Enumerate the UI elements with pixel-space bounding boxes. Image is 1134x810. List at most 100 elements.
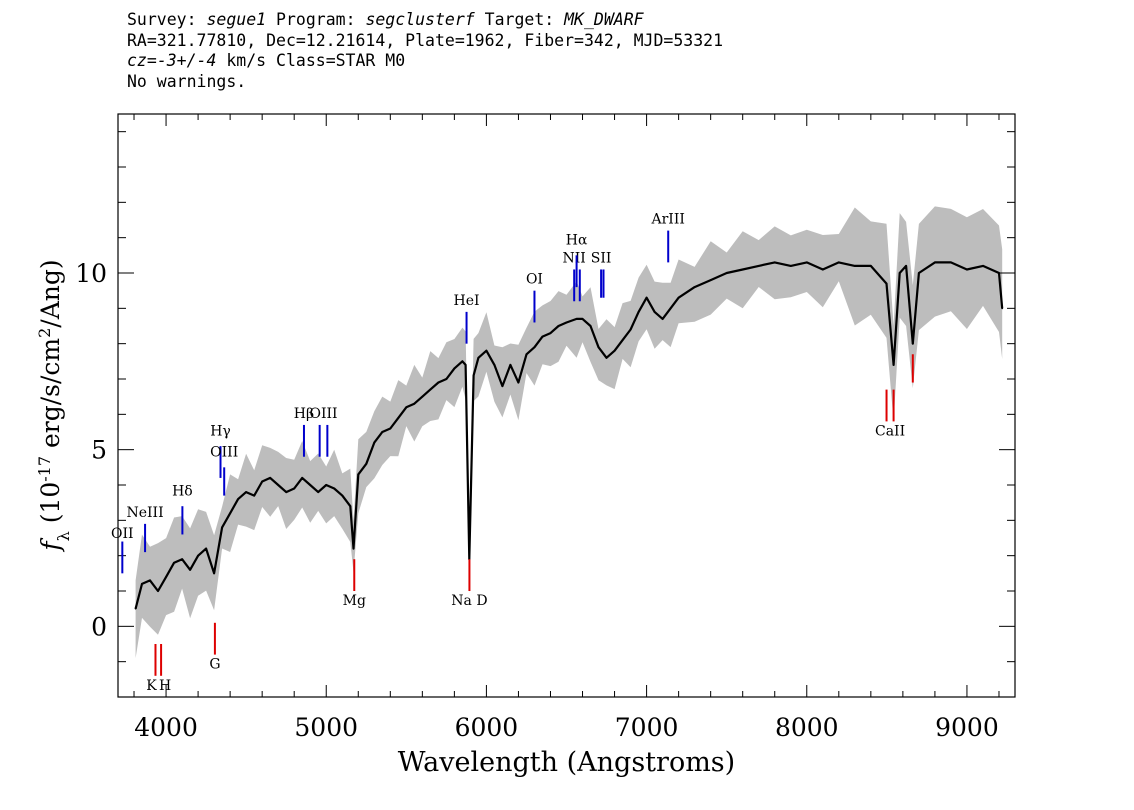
program-label: Program: xyxy=(266,10,366,29)
flux-point xyxy=(597,346,600,349)
line-label: OII xyxy=(111,526,134,542)
flux-point xyxy=(149,579,151,582)
flux-point xyxy=(221,526,224,529)
survey-label: Survey: xyxy=(127,10,207,29)
flux-point xyxy=(501,385,504,387)
flux-point xyxy=(134,607,137,610)
flux-point xyxy=(352,547,355,550)
flux-point xyxy=(349,505,352,508)
flux-point xyxy=(341,494,344,497)
line-label: HeI xyxy=(454,293,480,309)
x-tick-label: 9000 xyxy=(935,713,999,742)
x-tick-label: 5000 xyxy=(294,713,358,742)
flux-point xyxy=(229,512,232,515)
line-label: Hγ xyxy=(210,424,231,440)
cz-label: cz= xyxy=(127,51,157,70)
flux-point xyxy=(898,272,901,274)
target-value: MK_DWARF xyxy=(564,10,644,29)
flux-point xyxy=(333,487,336,490)
line-label: CaII xyxy=(875,424,905,440)
flux-point xyxy=(725,272,728,274)
line-label: ArIII xyxy=(651,212,685,228)
cz-value: -3+/-4 xyxy=(156,51,217,70)
header-line-warnings: No warnings. xyxy=(127,71,247,91)
flux-point xyxy=(517,381,520,384)
line-label: SII xyxy=(591,250,612,266)
flux-point xyxy=(357,473,360,476)
flux-point xyxy=(541,335,544,338)
flux-point xyxy=(493,363,496,366)
flux-line xyxy=(134,261,1004,609)
flux-point xyxy=(269,477,272,479)
flux-point xyxy=(525,353,528,356)
x-tick-label: 8000 xyxy=(775,713,839,742)
flux-point xyxy=(405,406,408,409)
flux-point xyxy=(709,279,712,281)
line-label: K xyxy=(146,678,157,694)
flux-point xyxy=(509,363,512,366)
flux-point xyxy=(413,402,416,405)
y-tick-label: 0 xyxy=(91,612,107,641)
flux-point xyxy=(472,374,475,377)
flux-point xyxy=(397,416,400,419)
flux-point xyxy=(293,487,296,490)
header-line-coordinates: RA=321.77810, Dec=12.21614, Plate=1962, … xyxy=(127,30,724,50)
class-text: km/s Class=STAR M0 xyxy=(216,51,406,70)
x-axis-label: Wavelength (Angstroms) xyxy=(398,747,735,778)
flux-point xyxy=(429,388,432,391)
flux-point xyxy=(869,265,872,267)
flux-point xyxy=(437,381,440,384)
line-label: Na D xyxy=(451,593,487,609)
flux-point xyxy=(853,265,856,267)
flux-point xyxy=(693,286,696,289)
flux-point xyxy=(213,572,216,575)
flux-point xyxy=(205,547,207,550)
flux-point xyxy=(669,307,672,310)
line-label: NeIII xyxy=(126,505,163,521)
flux-point xyxy=(905,265,907,267)
flux-point xyxy=(277,484,280,486)
flux-point xyxy=(575,318,578,320)
flux-point xyxy=(533,346,536,349)
y-tick-label: 10 xyxy=(75,259,107,288)
flux-point xyxy=(805,261,808,264)
program-value: segclusterf xyxy=(365,10,475,29)
flux-point xyxy=(181,558,183,561)
line-label: Hα xyxy=(566,233,588,249)
flux-point xyxy=(581,318,584,320)
flux-point xyxy=(885,282,888,285)
flux-point xyxy=(821,268,824,271)
flux-point xyxy=(309,484,312,486)
flux-point xyxy=(173,561,175,564)
flux-point xyxy=(621,339,624,342)
y-axis-label: fλ (10-17 erg/s/cm2/Ang) xyxy=(35,259,73,552)
flux-point xyxy=(285,491,288,493)
flux-point xyxy=(661,318,664,320)
flux-point xyxy=(741,268,744,271)
flux-point xyxy=(757,265,760,267)
plot-frame xyxy=(117,113,1016,698)
header-line-redshift: cz=-3+/-4 km/s Class=STAR M0 xyxy=(127,51,1027,72)
flux-point xyxy=(381,431,384,433)
flux-point xyxy=(892,363,895,366)
flux-point xyxy=(389,427,392,430)
flux-point xyxy=(157,590,159,592)
flux-point xyxy=(982,265,984,267)
flux-point xyxy=(837,261,840,264)
line-label: Mg xyxy=(343,593,366,609)
flux-point xyxy=(237,498,240,501)
x-tick-label: 7000 xyxy=(615,713,679,742)
flux-point xyxy=(165,575,167,578)
flux-point xyxy=(141,583,143,585)
flux-point xyxy=(189,568,191,571)
flux-point xyxy=(365,462,368,465)
flux-point xyxy=(629,328,632,331)
flux-point xyxy=(453,367,456,370)
flux-point xyxy=(605,356,608,359)
flux-point xyxy=(950,261,952,264)
line-label: OI xyxy=(526,272,543,288)
target-label: Target: xyxy=(474,10,565,29)
flux-point xyxy=(789,265,792,267)
flux-point xyxy=(653,310,656,313)
